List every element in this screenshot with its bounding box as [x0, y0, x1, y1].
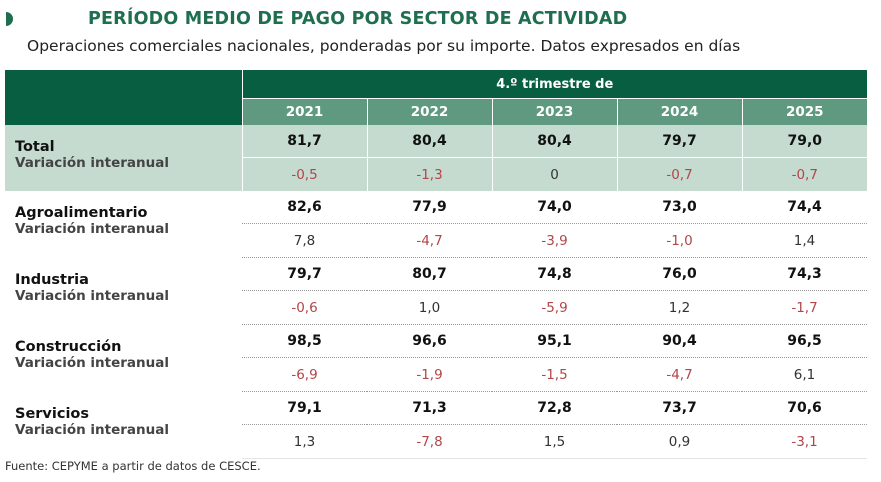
value-cell: 90,4: [617, 324, 742, 358]
variation-cell: -5,9: [492, 290, 617, 325]
sector-name: Total: [15, 139, 55, 155]
variation-cell: 1,2: [617, 290, 742, 325]
value-cell: 81,7: [241, 125, 367, 158]
variation-cell: -4,7: [617, 357, 742, 392]
column-group-header: 4.º trimestre de: [241, 70, 867, 99]
variation-cell: -0,6: [242, 290, 367, 325]
sector-label: Total Variación interanual: [5, 125, 242, 191]
table-row: Construcción Variación interanual 98,5 96,6…: [5, 324, 867, 371]
variation-label: Variación interanual: [15, 221, 170, 237]
title-marker-icon: [6, 12, 13, 26]
value-cell: 73,0: [617, 191, 742, 224]
variation-cell: 6,1: [742, 357, 867, 392]
value-cell: 76,0: [617, 257, 742, 291]
variation-label: Variación interanual: [15, 354, 170, 371]
variation-cell: 0: [491, 157, 617, 191]
year-header: 2021: [241, 98, 367, 125]
value-cell: 82,6: [242, 191, 367, 224]
year-header: 2023: [491, 98, 617, 125]
value-cell: 74,4: [742, 191, 867, 224]
value-cell: 74,3: [742, 257, 867, 291]
variation-cell: 1,4: [742, 223, 867, 258]
variation-cell: -1,7: [742, 290, 867, 325]
table-row: Agroalimentario Variación interanual 82,6 7…: [5, 191, 867, 237]
value-cell: 80,4: [366, 125, 492, 158]
variation-cell: 0,9: [617, 424, 742, 459]
variation-row: -0,6 1,0 -5,9 1,2 -1,7: [5, 290, 867, 325]
variation-cell: 7,8: [242, 223, 367, 258]
value-cell: 70,6: [742, 391, 867, 425]
sector-label: Construcción Variación interanual: [5, 325, 242, 392]
variation-cell: -7,8: [367, 424, 492, 459]
value-cell: 96,6: [367, 324, 492, 358]
variation-cell: -1,0: [617, 223, 742, 258]
value-cell: 79,1: [242, 391, 367, 425]
value-cell: 74,8: [492, 257, 617, 291]
table-row: Total Variación interanual 81,7 80,4 80,4 79,…: [5, 125, 867, 191]
value-cell: 72,8: [492, 391, 617, 425]
value-cell: 80,4: [491, 125, 617, 158]
sector-name: Servicios: [15, 405, 90, 422]
variation-row: 7,8 -4,7 -3,9 -1,0 1,4: [5, 223, 867, 258]
sector-name: Industria: [15, 271, 89, 288]
value-cell: 74,0: [492, 191, 617, 224]
table-row: Servicios Variación interanual 79,1 71,3 72,…: [5, 391, 867, 438]
sector-name: Construcción: [15, 338, 122, 355]
value-cell: 79,0: [741, 125, 867, 158]
sector-name: Agroalimentario: [15, 205, 148, 221]
value-cell: 80,7: [367, 257, 492, 291]
variation-cell: 1,0: [367, 290, 492, 325]
variation-row: -6,9 -1,9 -1,5 -4,7 6,1: [5, 357, 867, 392]
value-cell: 79,7: [616, 125, 742, 158]
table-row: Industria Variación interanual 79,7 80,7 74,…: [5, 257, 867, 304]
subtitle: Operaciones comerciales nacionales, pond…: [27, 37, 741, 55]
page-title: PERÍODO MEDIO DE PAGO POR SECTOR DE ACTI…: [88, 9, 628, 29]
variation-cell: 1,5: [492, 424, 617, 459]
variation-row: -0,5 -1,3 0 -0,7 -0,7: [5, 157, 867, 191]
value-cell: 98,5: [242, 324, 367, 358]
value-cell: 95,1: [492, 324, 617, 358]
value-cell: 96,5: [742, 324, 867, 358]
year-header: 2024: [616, 98, 742, 125]
value-cell: 73,7: [617, 391, 742, 425]
variation-cell: -6,9: [242, 357, 367, 392]
sector-label: Industria Variación interanual: [5, 258, 242, 325]
value-cell: 79,7: [242, 257, 367, 291]
year-header: 2022: [366, 98, 492, 125]
variation-cell: -3,1: [742, 424, 867, 459]
variation-cell: -1,9: [367, 357, 492, 392]
variation-cell: -0,7: [741, 157, 867, 191]
variation-label: Variación interanual: [15, 287, 170, 304]
variation-row: 1,3 -7,8 1,5 0,9 -3,1: [5, 424, 867, 459]
value-cell: 77,9: [367, 191, 492, 224]
value-cell: 71,3: [367, 391, 492, 425]
variation-cell: -1,3: [366, 157, 492, 191]
source-note: Fuente: CEPYME a partir de datos de CESC…: [5, 459, 261, 473]
variation-label: Variación interanual: [15, 421, 170, 438]
year-header: 2025: [741, 98, 867, 125]
sector-label: Servicios Variación interanual: [5, 392, 242, 459]
variation-label: Variación interanual: [15, 155, 170, 171]
sector-label: Agroalimentario Variación interanual: [5, 191, 242, 258]
variation-cell: -1,5: [492, 357, 617, 392]
variation-cell: -0,5: [241, 157, 367, 191]
variation-cell: -3,9: [492, 223, 617, 258]
variation-cell: 1,3: [242, 424, 367, 459]
variation-cell: -4,7: [367, 223, 492, 258]
data-table: 4.º trimestre de 2021 2022 2023 2024 2025 To…: [5, 70, 867, 459]
variation-cell: -0,7: [616, 157, 742, 191]
